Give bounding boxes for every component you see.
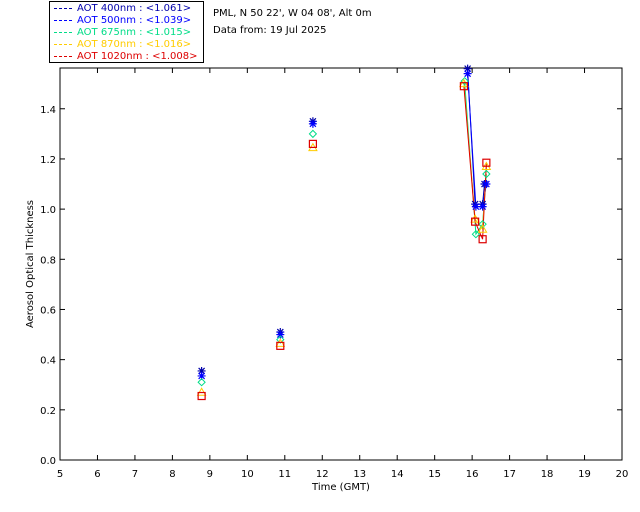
data-point <box>308 129 318 139</box>
y-tick-label: 1.2 <box>40 155 56 166</box>
data-point <box>482 169 491 179</box>
x-tick-label: 5 <box>57 469 63 480</box>
plot-frame <box>59 67 623 461</box>
legend: AOT 400nm : <1.061> AOT 500nm : <1.039> … <box>49 1 204 63</box>
data-point <box>460 76 469 86</box>
data-point <box>276 341 285 350</box>
data-point <box>482 180 491 189</box>
data-point <box>477 224 488 233</box>
x-tick-label: 17 <box>503 469 516 480</box>
data-point <box>197 366 206 375</box>
x-tick-label: 8 <box>169 469 175 480</box>
x-tick-label: 19 <box>578 469 591 480</box>
legend-label: AOT 870nm : <1.016> <box>77 39 192 50</box>
data-point <box>471 202 480 211</box>
y-tick-label: 0.6 <box>40 305 56 316</box>
x-tick-label: 10 <box>241 469 254 480</box>
x-tick-label: 18 <box>541 469 554 480</box>
x-tick-label: 11 <box>278 469 291 480</box>
legend-swatch <box>54 55 72 57</box>
data-point <box>463 64 472 73</box>
y-tick-label: 0.2 <box>40 406 56 417</box>
legend-label: AOT 400nm : <1.061> <box>77 3 192 14</box>
data-point <box>308 139 317 148</box>
data-point <box>463 69 472 78</box>
legend-swatch <box>54 43 72 45</box>
x-tick-label: 6 <box>94 469 100 480</box>
data-point <box>471 200 480 209</box>
data-point <box>308 119 317 128</box>
y-tick-label: 0.8 <box>40 255 56 266</box>
x-tick-label: 13 <box>353 469 366 480</box>
legend-label: AOT 1020nm : <1.008> <box>77 51 198 62</box>
x-tick-label: 9 <box>207 469 213 480</box>
date-text: Data from: 19 Jul 2025 <box>213 25 327 36</box>
data-point <box>478 219 487 229</box>
x-axis-label: Time (GMT) <box>311 482 370 493</box>
legend-swatch <box>54 19 72 21</box>
legend-item-500: AOT 500nm : <1.039> <box>54 15 191 27</box>
x-tick-label: 16 <box>466 469 479 480</box>
y-tick-label: 0.0 <box>40 456 56 467</box>
legend-label: AOT 500nm : <1.039> <box>77 15 192 26</box>
x-tick-label: 12 <box>316 469 329 480</box>
data-point <box>459 82 468 91</box>
data-point <box>276 330 285 339</box>
legend-label: AOT 675nm : <1.015> <box>77 27 192 38</box>
location-text: PML, N 50 22', W 04 08', Alt 0m <box>213 8 372 19</box>
data-point <box>478 202 487 211</box>
data-point <box>471 230 481 239</box>
data-point <box>197 391 206 401</box>
legend-item-400: AOT 400nm : <1.061> <box>54 3 191 15</box>
legend-item-1020: AOT 1020nm : <1.008> <box>54 51 197 63</box>
data-point <box>197 378 206 387</box>
x-tick-label: 15 <box>428 469 441 480</box>
data-point <box>471 217 480 226</box>
legend-item-870: AOT 870nm : <1.016> <box>54 39 191 51</box>
data-point <box>197 371 206 380</box>
y-tick-label: 0.4 <box>40 356 56 367</box>
series-line <box>464 81 487 236</box>
y-axis-label: Aerosol Optical Thickness <box>25 200 36 328</box>
legend-swatch <box>54 7 72 9</box>
y-tick-label: 1.4 <box>40 105 56 116</box>
x-tick-label: 14 <box>391 469 404 480</box>
legend-item-675: AOT 675nm : <1.015> <box>54 27 191 39</box>
data-point <box>276 335 285 344</box>
data-point <box>196 387 207 396</box>
x-tick-label: 7 <box>132 469 138 480</box>
data-point <box>482 158 491 167</box>
y-tick-label: 1.0 <box>40 205 56 216</box>
series-line <box>463 86 487 240</box>
x-tick-label: 20 <box>616 469 629 480</box>
legend-swatch <box>54 31 72 33</box>
data-point <box>478 235 487 244</box>
